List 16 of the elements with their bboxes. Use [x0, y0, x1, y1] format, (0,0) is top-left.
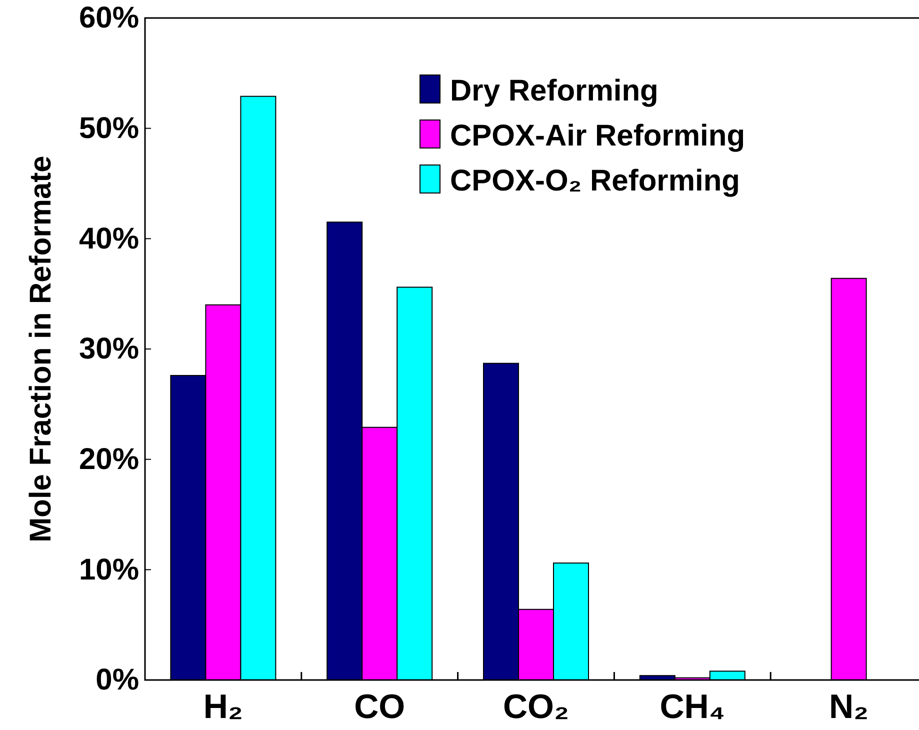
x-tick-label: CH₄: [660, 688, 726, 726]
y-tick-label: 50%: [78, 112, 139, 145]
legend-label: CPOX-Air Reforming: [450, 120, 746, 152]
x-tick-label: N₂: [828, 688, 869, 726]
y-tick-label: 0%: [96, 664, 139, 697]
y-axis-title: Mole Fraction in Reformate: [24, 156, 58, 542]
legend-label: Dry Reforming: [450, 74, 658, 108]
y-tick-label: 20%: [78, 442, 139, 476]
legend-label: CPOX-O₂ Reforming: [450, 164, 740, 198]
y-tick-label: 40%: [78, 222, 139, 256]
y-tick-label: 60%: [78, 2, 139, 35]
y-tick-label: 10%: [78, 553, 139, 586]
x-tick-label: CO: [354, 688, 406, 726]
x-tick-label: H₂: [203, 688, 244, 726]
y-tick-label: 30%: [78, 332, 139, 366]
x-tick-label: CO₂: [502, 688, 570, 726]
